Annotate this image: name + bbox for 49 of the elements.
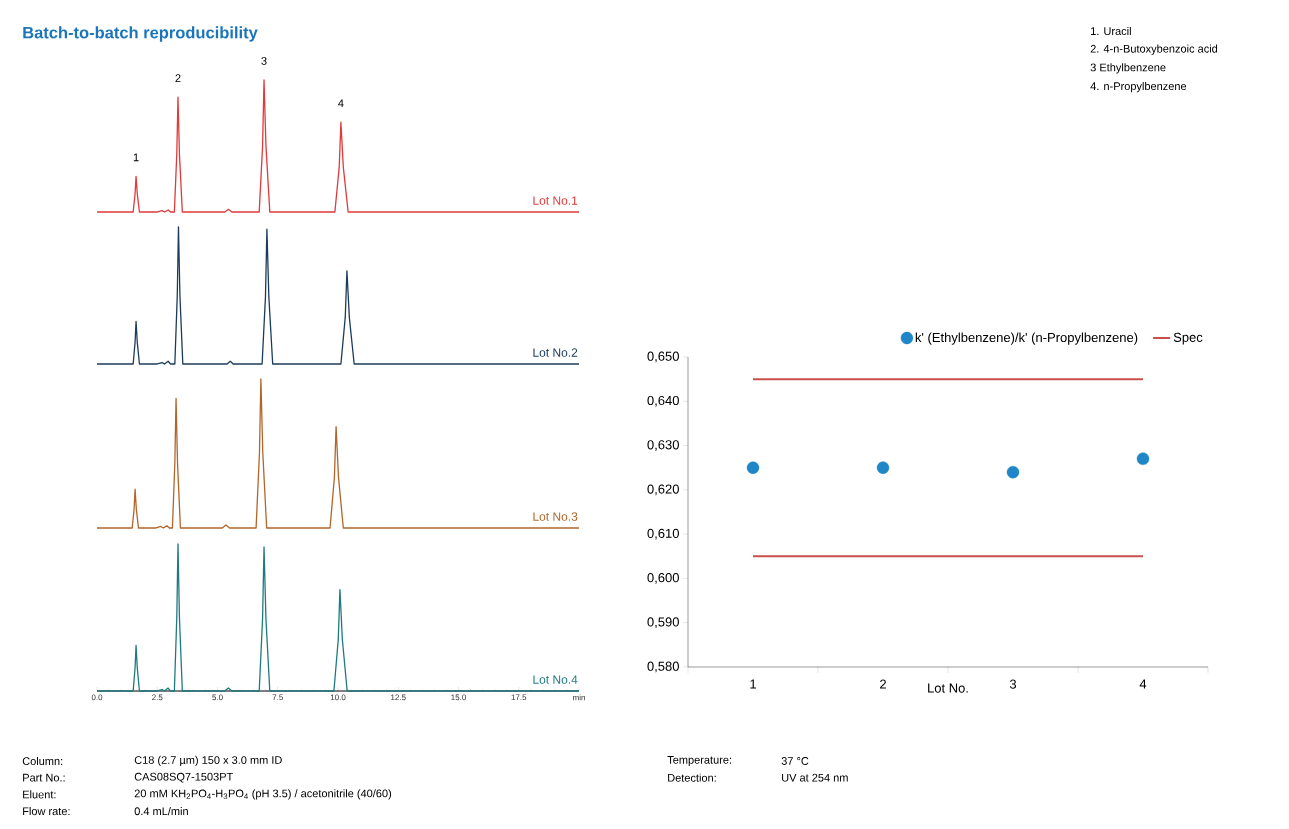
text: Part No.:	[23, 773, 65, 782]
text: 1. Uracil	[1091, 26, 1131, 36]
y-tick-label: 0,590	[647, 617, 679, 629]
text: C18 (2.7 µm) 150 x 3.0 mm ID	[134, 755, 282, 767]
legend-label: Spec	[1173, 332, 1203, 345]
x-tick-label: 5.0	[212, 694, 223, 701]
text: 0.4 mL/min	[134, 807, 188, 816]
text: 4. n-Propylbenzene	[1090, 81, 1187, 93]
text: 2. 4-n-Butoxybenzoic acid	[1090, 44, 1218, 55]
legend-label: k' (Ethylbenzene)/k' (n-Propylbenzene)	[915, 332, 1138, 345]
x-tick-label: 1	[750, 679, 756, 689]
y-tick-label: 0,610	[647, 528, 679, 540]
y-tick-label: 0,650	[647, 351, 679, 363]
text: 3 Ethylbenzene	[1090, 63, 1166, 74]
x-tick-label: min	[573, 694, 585, 701]
annotation: 1	[133, 153, 139, 162]
chart-title: Batch-to-batch reproducibility	[23, 26, 258, 42]
text: Temperature:	[667, 756, 732, 766]
text: 37 °C	[781, 757, 809, 765]
text: Eluent:	[23, 790, 56, 799]
series-label: Lot No.2	[533, 348, 578, 357]
x-tick-label: 12.5	[391, 694, 406, 701]
series-label: Lot No.1	[533, 196, 578, 205]
x-tick-label: 0.0	[91, 694, 103, 701]
text: Detection:	[668, 773, 716, 782]
y-tick-label: 0,580	[647, 661, 679, 673]
text: UV at 254 nm	[782, 773, 848, 782]
y-tick-label: 0,600	[647, 573, 679, 584]
series-label: Lot No.4	[533, 675, 578, 684]
x-tick-label: 7.5	[272, 694, 283, 701]
x-axis-title: Lot No.	[928, 683, 968, 693]
text: 20 mM KH$_{2}$PO$_{4}$-H$_{3}$PO$_{4}$ (pH 3.5) / acetonitrile (40/60)	[134, 789, 392, 800]
annotation: 4	[338, 99, 344, 108]
x-tick-label: 2	[880, 679, 886, 689]
x-tick-label: 15.0	[451, 694, 466, 701]
annotation: 2	[175, 74, 181, 82]
x-tick-label: 2.5	[152, 694, 163, 701]
x-tick-label: 4	[1139, 679, 1147, 689]
text: CAS08SQ7-1503PT	[134, 772, 233, 783]
text: Column:	[22, 756, 63, 766]
annotation: 3	[261, 57, 267, 65]
y-tick-label: 0,620	[647, 484, 679, 496]
text: Flow rate:	[23, 807, 70, 816]
y-tick-label: 0,630	[647, 440, 679, 451]
x-tick-label: 3	[1009, 679, 1017, 689]
y-tick-label: 0,640	[647, 395, 679, 407]
series-label: Lot No.3	[533, 512, 578, 521]
x-tick-label: 17.5	[511, 694, 527, 701]
x-tick-label: 10.0	[330, 694, 346, 701]
